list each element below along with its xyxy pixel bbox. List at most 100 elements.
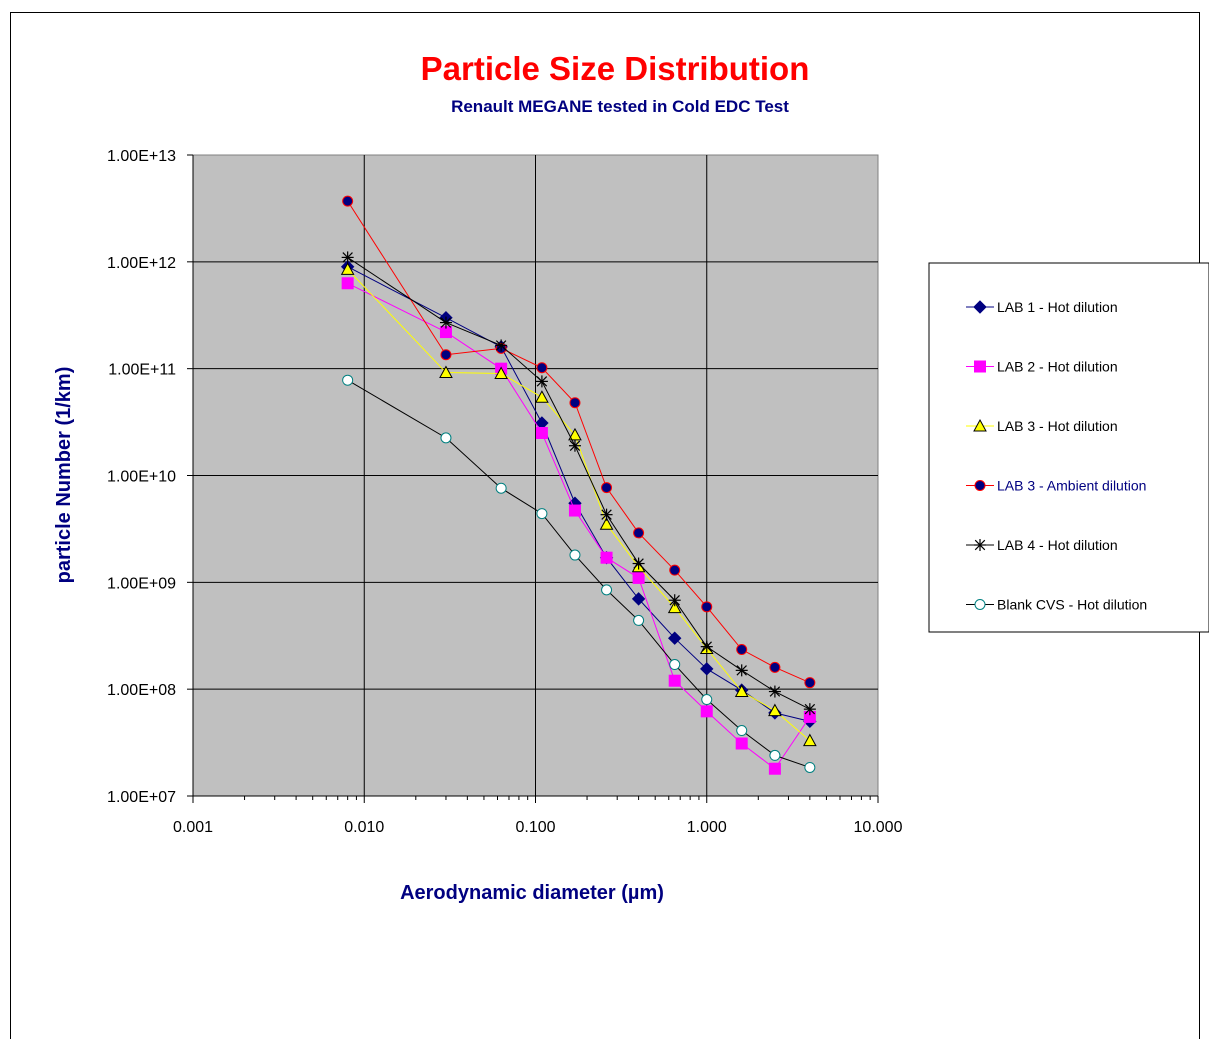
data-point [342,374,354,386]
legend-marker [973,418,987,432]
data-point [701,601,713,613]
legend-label: LAB 2 - Hot dilution [997,359,1118,375]
data-point [568,439,581,452]
x-tick-label: 0.100 [515,819,555,836]
data-point [568,504,581,517]
series-line [347,256,811,710]
data-point [668,594,681,607]
chart-subtitle: Renault MEGANE tested in Cold EDC Test [451,97,789,116]
data-point [340,262,355,275]
legend-label: LAB 3 - Ambient dilution [997,478,1146,494]
legend-item: LAB 3 - Hot dilution [966,418,1118,434]
grid-lines [193,155,878,796]
series-6 [342,374,816,773]
data-point [803,733,817,747]
star-stroke [569,440,581,451]
y-tick-label: 1.00E+11 [108,362,176,379]
data-point [669,564,681,576]
legend-marker [974,360,986,373]
legend-marker [973,300,987,314]
data-point [700,640,713,653]
legend-item: LAB 4 - Hot dilution [966,537,1118,553]
data-point [633,614,645,626]
data-point [599,517,614,530]
data-point [700,662,714,676]
legend-marker [974,599,986,610]
legend-item: Blank CVS - Hot dilution [966,597,1147,613]
star-stroke [769,686,781,697]
star-stroke [601,509,612,520]
data-point [632,571,645,584]
y-tick-label: 1.00E+12 [107,255,176,272]
y-axis-title: particle Number (1/km) [53,367,75,584]
data-point [341,277,354,290]
data-point [700,705,713,718]
data-point [669,659,681,671]
data-point [768,703,782,717]
data-point [342,195,354,207]
star-stroke [495,340,507,351]
data-point [536,362,548,374]
data-point [668,674,681,687]
data-point [495,482,507,494]
star-stroke [736,665,747,676]
data-point [440,432,452,444]
x-tick-label: 10.000 [854,819,903,836]
x-tick-label: 0.001 [173,819,213,836]
legend-item: LAB 3 - Ambient dilution [966,478,1146,494]
data-point [440,349,452,361]
data-point [439,365,453,379]
data-point [600,551,613,564]
star-stroke [342,252,353,263]
x-tick-label: 0.010 [344,819,384,836]
data-point [536,508,548,520]
data-point [701,694,713,706]
data-point [601,584,613,596]
data-point [341,251,354,264]
legend-label: Blank CVS - Hot dilution [997,597,1147,613]
legend-label: LAB 1 - Hot dilution [997,299,1118,315]
star-stroke [440,317,452,328]
chart-title: Particle Size Distribution [421,50,810,87]
data-point [768,685,781,698]
legend-items: LAB 1 - Hot dilution LAB 2 - Hot dilution… [966,299,1147,613]
data-point [600,508,613,521]
data-point [569,549,581,561]
legend-label: LAB 3 - Hot dilution [997,418,1118,434]
data-point [736,644,748,656]
data-point [768,762,781,775]
data-point [769,749,781,761]
y-tick-label: 1.00E+07 [107,789,176,806]
data-point [439,316,452,329]
data-point [735,737,748,750]
data-point [535,390,549,403]
star-stroke [701,641,712,652]
data-point [668,631,682,645]
data-point [734,684,749,698]
data-point [804,761,816,773]
legend-label: LAB 4 - Hot dilution [997,537,1118,553]
data-point [804,677,816,689]
star-stroke [536,376,548,387]
y-tick-label: 1.00E+08 [107,682,176,699]
series-layer [340,195,817,775]
data-point [494,366,508,380]
legend-marker [974,480,986,491]
legend-item: LAB 2 - Hot dilution [966,359,1118,375]
star-stroke [974,539,986,551]
data-point [735,664,748,677]
legend-item: LAB 1 - Hot dilution [966,299,1118,315]
data-point [633,527,645,539]
data-point [803,703,816,716]
y-tick-label: 1.00E+09 [107,575,176,592]
data-point [769,661,781,673]
data-point [667,600,682,614]
data-point [569,397,581,409]
data-point [632,557,645,570]
series-3 [340,262,817,747]
y-tick-label: 1.00E+10 [107,469,176,486]
star-stroke [669,595,680,606]
x-tick-label: 1.000 [687,819,727,836]
data-point [631,592,646,606]
